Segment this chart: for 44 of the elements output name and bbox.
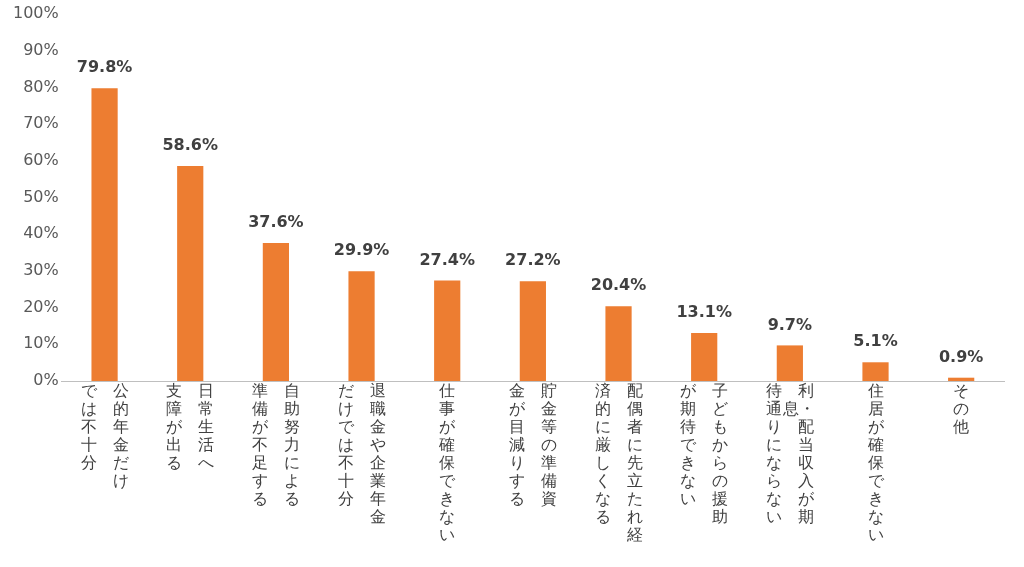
bar bbox=[262, 243, 289, 381]
y-tick-label: 80% bbox=[23, 76, 59, 96]
y-tick-label: 0% bbox=[33, 370, 59, 390]
y-tick-label: 30% bbox=[23, 260, 59, 280]
x-tick-label: その他 bbox=[952, 381, 971, 436]
y-tick-label: 40% bbox=[23, 223, 59, 243]
bar bbox=[691, 332, 718, 381]
data-label: 5.1% bbox=[853, 331, 898, 351]
data-label: 27.2% bbox=[505, 250, 561, 270]
category-label: 仕事が確保できない bbox=[439, 381, 456, 544]
category-label: 子どもからの援助が期待できない bbox=[680, 381, 729, 526]
y-tick-label: 60% bbox=[23, 149, 59, 169]
bar bbox=[948, 377, 975, 381]
category-label: 利息・配当収入が期待通りにならない bbox=[765, 381, 815, 526]
category-label: 配偶者に先立たれ経済的に厳しくなる bbox=[594, 381, 643, 544]
category-label: 貯金等の準備資金が目減りする bbox=[508, 381, 557, 508]
bar bbox=[519, 281, 546, 381]
bar bbox=[177, 165, 204, 381]
bar bbox=[605, 306, 632, 381]
data-label: 27.4% bbox=[419, 249, 475, 269]
bar bbox=[862, 362, 889, 381]
y-tick-label: 100% bbox=[12, 3, 59, 23]
data-label: 37.6% bbox=[248, 212, 304, 232]
y-tick-label: 10% bbox=[23, 333, 59, 353]
data-label: 58.6% bbox=[162, 135, 218, 155]
data-label: 29.9% bbox=[333, 240, 390, 260]
data-label: 0.9% bbox=[938, 346, 984, 366]
y-tick-label: 90% bbox=[23, 39, 59, 59]
bar bbox=[434, 280, 461, 381]
bar bbox=[91, 88, 118, 381]
data-label: 9.7% bbox=[767, 314, 813, 334]
bar bbox=[348, 271, 375, 381]
bar bbox=[776, 345, 803, 381]
category-label: 日常生活へ支障が出る bbox=[166, 381, 215, 472]
category-label: 退職金や企業年金だけでは不十分 bbox=[337, 381, 386, 526]
category-label: 自助努力による準備が不足する bbox=[251, 381, 300, 508]
category-label: 公的年金だけでは不十分 bbox=[80, 381, 129, 490]
y-tick-label: 70% bbox=[23, 113, 59, 133]
y-tick-label: 50% bbox=[23, 186, 59, 206]
data-label: 13.1% bbox=[676, 302, 732, 322]
data-label: 79.8% bbox=[76, 57, 133, 77]
category-label: 住居が確保できない bbox=[867, 381, 884, 544]
y-tick-label: 20% bbox=[23, 296, 59, 316]
data-label: 20.4% bbox=[590, 275, 647, 295]
